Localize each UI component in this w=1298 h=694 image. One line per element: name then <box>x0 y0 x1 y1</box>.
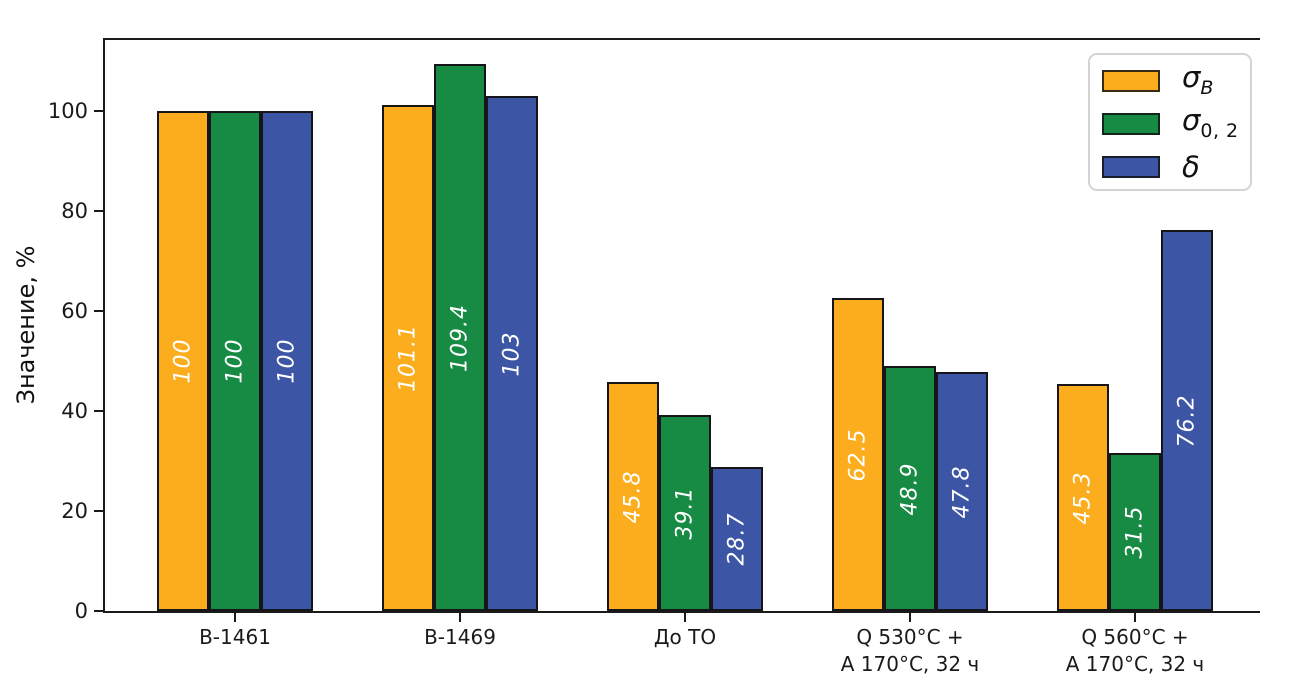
x-tick-mark <box>1134 613 1136 622</box>
legend-label-sigma_0_2: σ0, 2 <box>1182 106 1239 141</box>
bar-value-label-sigma_B-0: 100 <box>170 338 196 384</box>
bar-value-label-sigma_B-3: 62.5 <box>845 428 871 482</box>
y-tick-label: 100 <box>47 99 88 123</box>
y-tick-label: 0 <box>74 599 88 623</box>
bar-value-label-sigma_0_2-1: 109.4 <box>447 303 473 372</box>
top-spine <box>103 38 1260 40</box>
x-tick-label: Q 530°C + A 170°C, 32 ч <box>840 625 980 676</box>
y-tick-label: 20 <box>61 499 88 523</box>
y-tick-mark <box>94 210 103 212</box>
x-tick-mark <box>684 613 686 622</box>
bar-sigma_B-3 <box>832 298 884 611</box>
x-tick-mark <box>459 613 461 622</box>
legend-label-sigma_B: σB <box>1182 63 1214 98</box>
legend-symbol: σ <box>1182 60 1201 95</box>
legend-subscript: 0, 2 <box>1200 120 1239 143</box>
bar-delta-2 <box>711 467 763 611</box>
x-tick-label: До ТО <box>653 625 717 649</box>
bar-value-label-sigma_0_2-4: 31.5 <box>1122 505 1148 559</box>
bar-delta-3 <box>936 372 988 611</box>
x-axis-bottom-spine <box>103 611 1260 613</box>
bar-sigma_B-4 <box>1057 384 1109 611</box>
bar-sigma_0_2-2 <box>659 415 711 611</box>
bar-delta-4 <box>1161 230 1213 611</box>
bar-delta-0 <box>261 111 313 611</box>
legend-subscript: B <box>1200 77 1214 100</box>
y-tick-mark <box>94 610 103 612</box>
bar-sigma_0_2-3 <box>884 366 936 611</box>
bar-sigma_B-1 <box>382 105 434 611</box>
bar-delta-1 <box>486 96 538 611</box>
bar-value-label-sigma_0_2-0: 100 <box>222 338 248 384</box>
x-tick-label: В-1469 <box>424 625 496 649</box>
x-tick-label: Q 560°C + A 170°C, 32 ч <box>1065 625 1205 676</box>
y-tick-mark <box>94 310 103 312</box>
y-tick-label: 80 <box>61 199 88 223</box>
legend-symbol: σ <box>1182 103 1201 138</box>
bar-value-label-sigma_0_2-2: 39.1 <box>672 486 698 540</box>
bar-value-label-delta-0: 100 <box>274 338 300 384</box>
bar-value-label-delta-3: 47.8 <box>949 465 975 518</box>
bar-value-label-sigma_0_2-3: 48.9 <box>897 462 923 516</box>
legend-swatch-sigma_0_2 <box>1102 112 1160 135</box>
y-tick-label: 40 <box>61 399 88 423</box>
bar-value-label-delta-2: 28.7 <box>724 512 750 566</box>
bar-sigma_0_2-4 <box>1109 453 1161 611</box>
bar-value-label-sigma_B-4: 45.3 <box>1070 471 1096 525</box>
legend-entry-sigma_0_2: σ0, 2 <box>1102 102 1250 145</box>
y-tick-mark <box>94 410 103 412</box>
legend-entry-sigma_B: σB <box>1102 59 1250 102</box>
bar-value-label-sigma_B-2: 45.8 <box>620 470 646 523</box>
legend-label-delta: δ <box>1182 149 1200 184</box>
y-axis-title: Значение, % <box>12 245 40 405</box>
y-tick-mark <box>94 110 103 112</box>
legend-swatch-delta <box>1102 156 1160 179</box>
bar-sigma_0_2-0 <box>209 111 261 611</box>
bar-sigma_B-2 <box>607 382 659 611</box>
bar-sigma_B-0 <box>157 111 209 611</box>
y-axis-left-spine <box>103 38 105 613</box>
y-tick-label: 60 <box>61 299 88 323</box>
x-tick-mark <box>909 613 911 622</box>
legend-symbol: δ <box>1182 149 1200 184</box>
bar-value-label-sigma_B-1: 101.1 <box>395 324 421 393</box>
legend-entry-delta: δ <box>1102 146 1250 189</box>
x-tick-mark <box>234 613 236 622</box>
bar-value-label-delta-4: 76.2 <box>1174 394 1200 447</box>
y-tick-mark <box>94 510 103 512</box>
bar-value-label-delta-1: 103 <box>499 331 525 376</box>
bar-sigma_0_2-1 <box>434 64 486 611</box>
x-tick-label: В-1461 <box>199 625 271 649</box>
legend-swatch-sigma_B <box>1102 69 1160 92</box>
